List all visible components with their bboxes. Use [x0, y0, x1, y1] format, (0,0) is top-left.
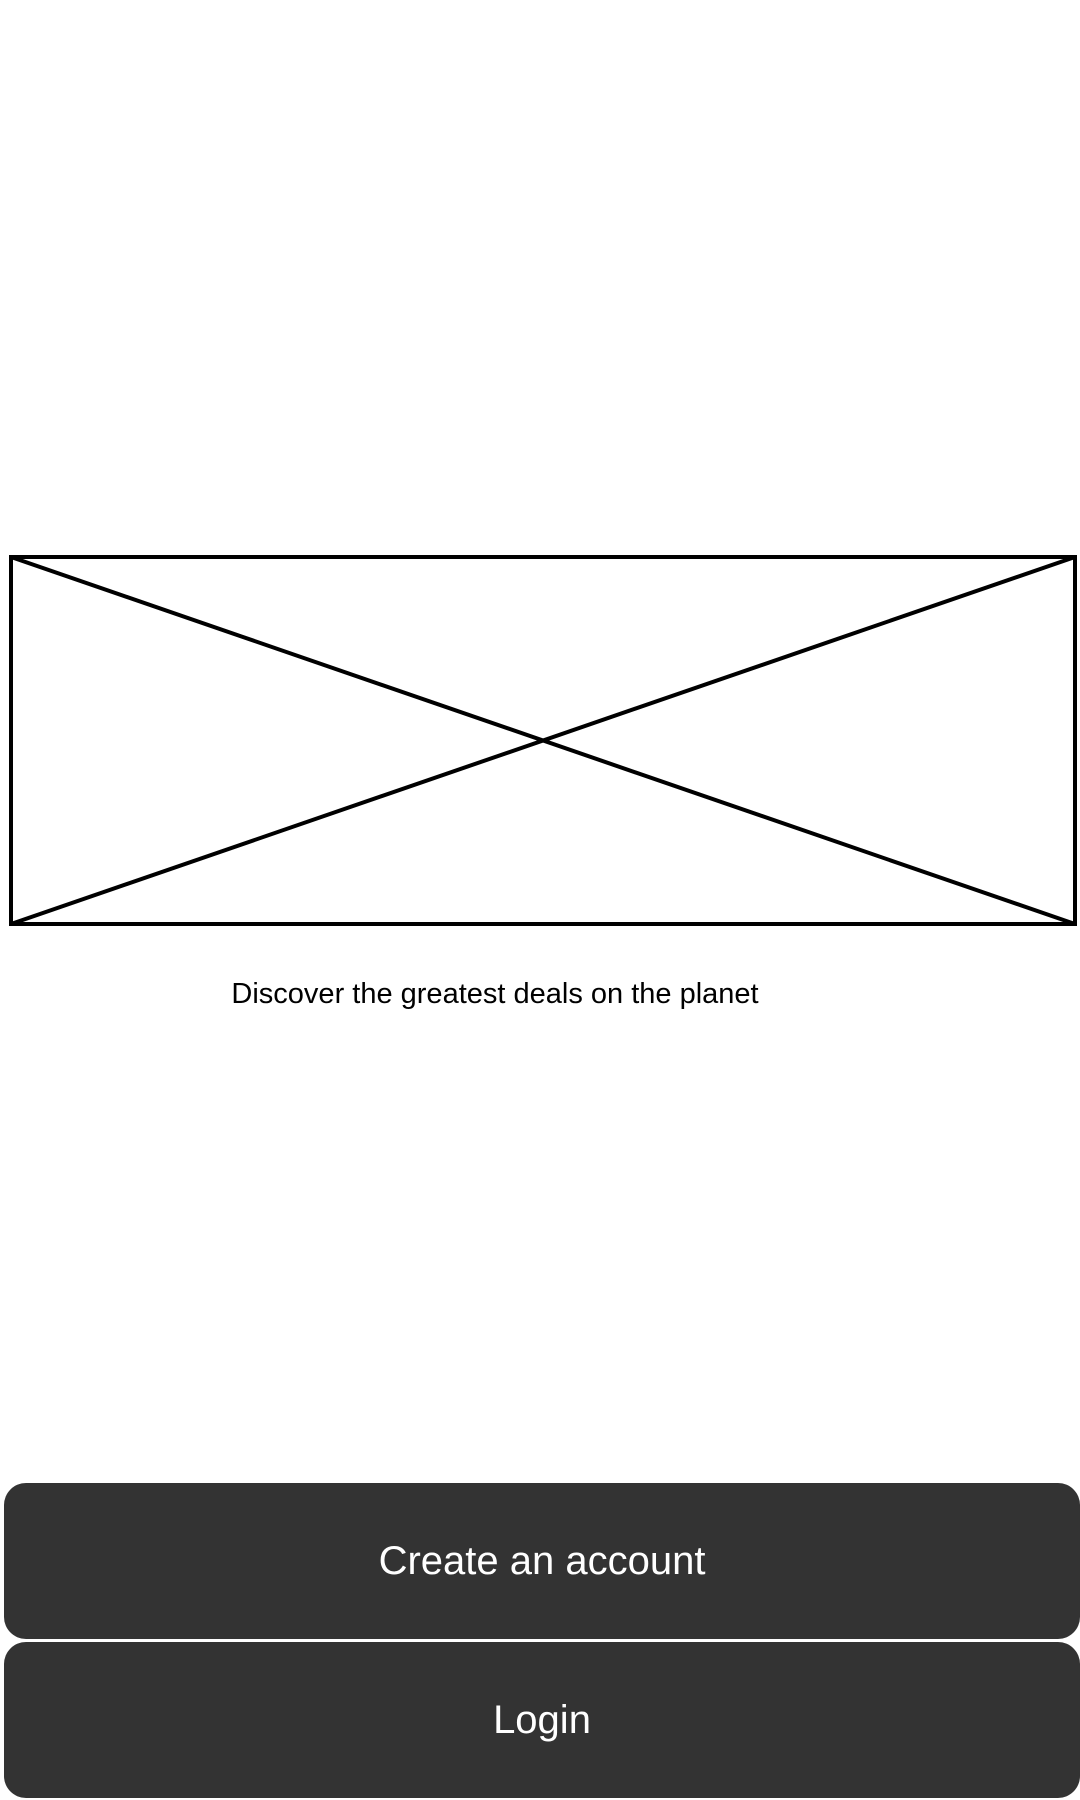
tagline-text: Discover the greatest deals on the plane… [231, 978, 759, 1010]
create-account-button[interactable]: Create an account [4, 1483, 1080, 1639]
hero-image-placeholder [9, 555, 1077, 926]
create-account-label: Create an account [378, 1538, 706, 1583]
login-button[interactable]: Login [4, 1642, 1080, 1798]
image-placeholder-icon [9, 555, 1077, 926]
login-label: Login [493, 1697, 591, 1742]
